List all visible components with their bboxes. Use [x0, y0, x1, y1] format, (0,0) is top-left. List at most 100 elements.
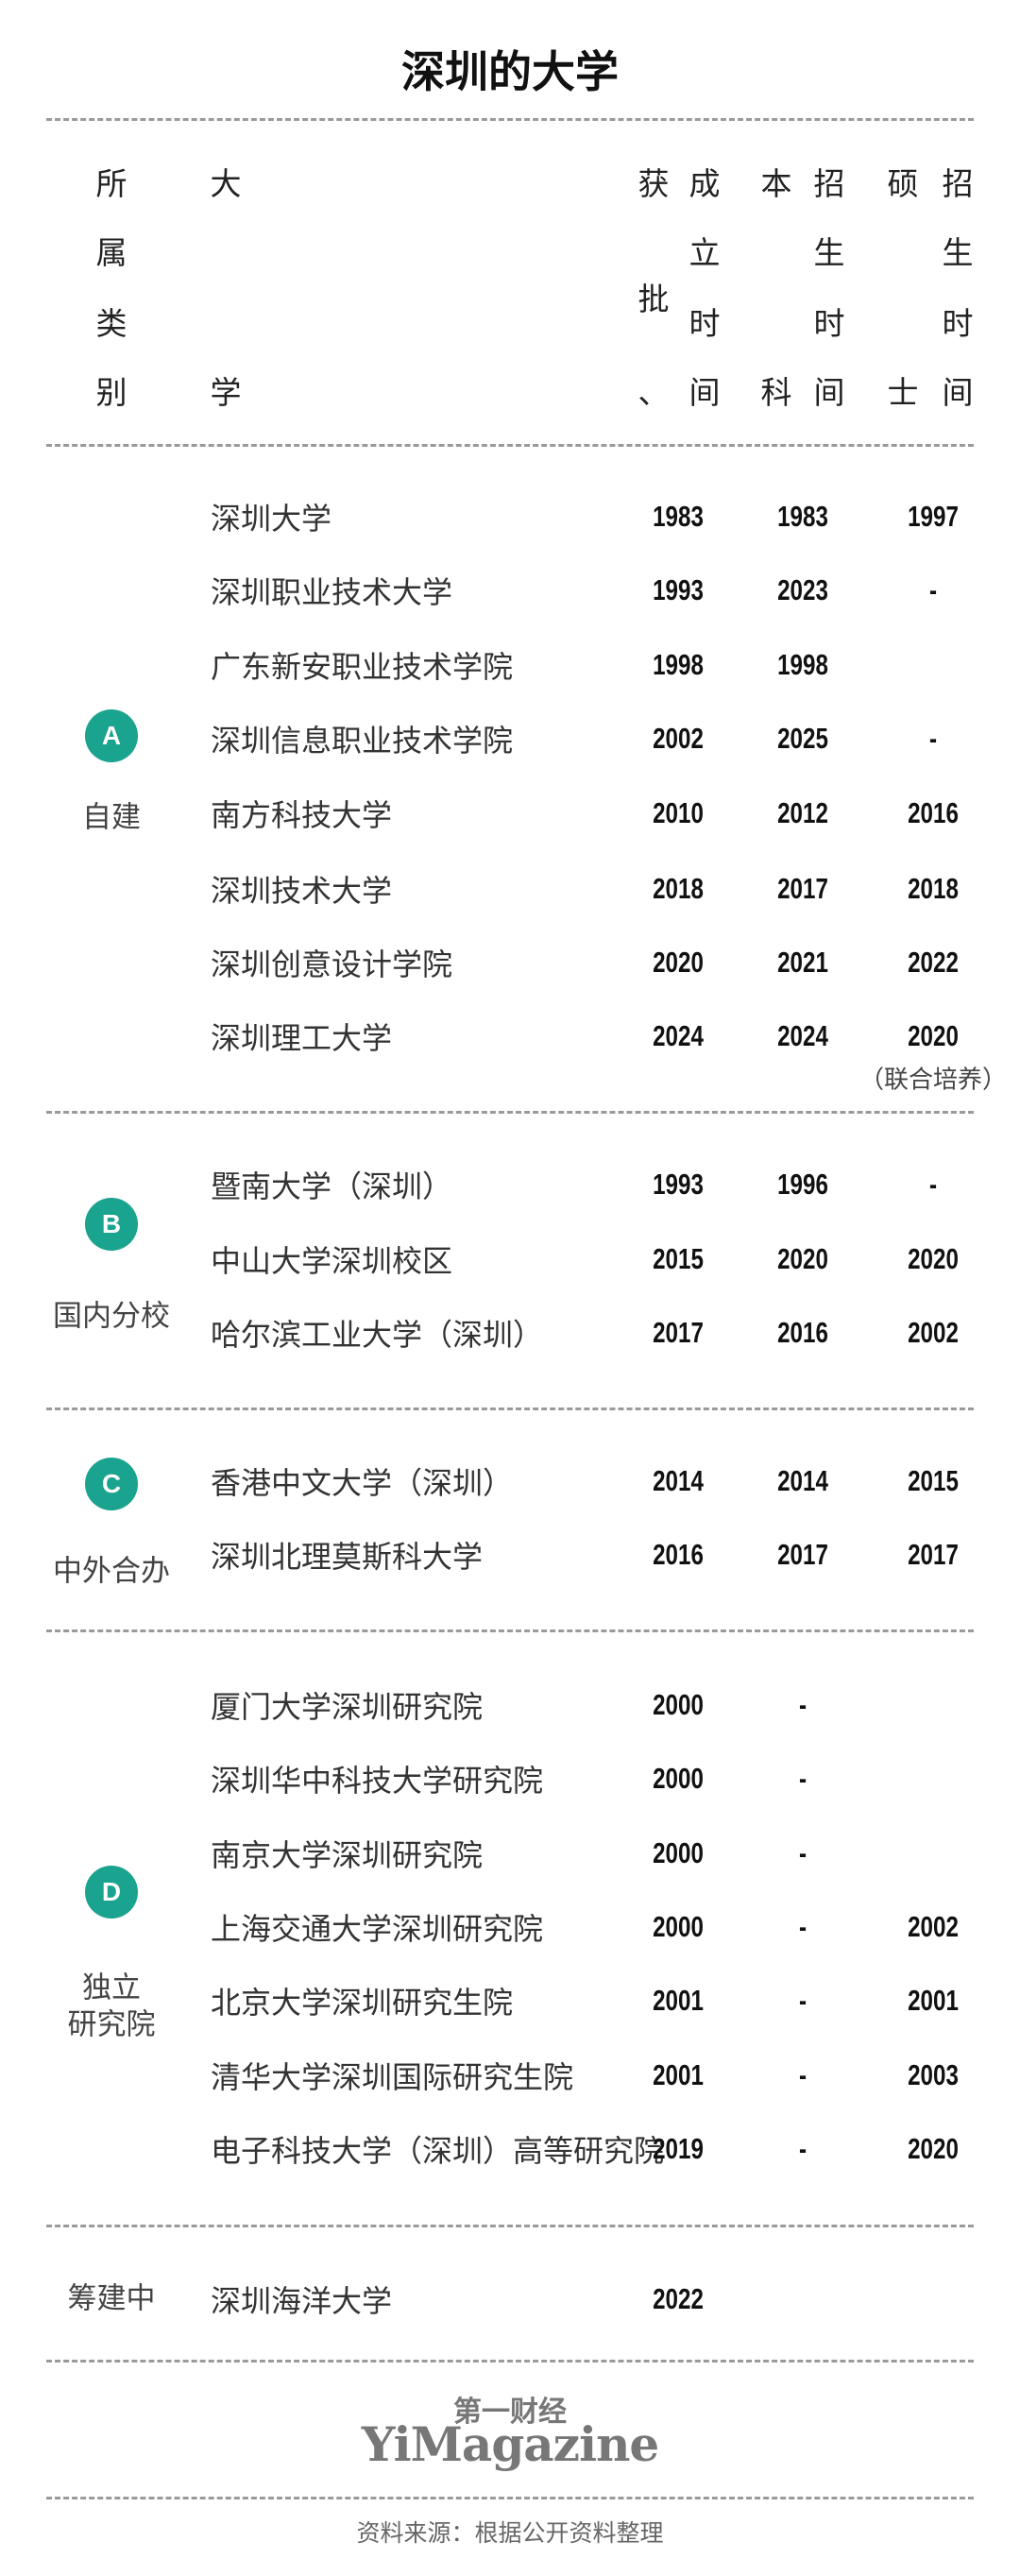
- university-name: 广东新安职业技术学院: [211, 650, 514, 684]
- undergrad-year: 2025: [777, 722, 828, 755]
- founded-year: 2002: [653, 722, 704, 755]
- university-name: 深圳大学: [211, 502, 332, 536]
- undergrad-year: 2014: [777, 1464, 828, 1497]
- undergrad-year: 2017: [777, 1538, 828, 1571]
- header-master-char: 士: [887, 375, 919, 410]
- founded-year: 2010: [653, 796, 704, 829]
- group-label: 国内分校: [53, 1299, 170, 1333]
- undergrad-year: 2017: [777, 872, 828, 905]
- university-name: 南方科技大学: [211, 798, 393, 832]
- founded-year: 1993: [653, 1168, 704, 1201]
- founded-year: 1998: [653, 648, 704, 681]
- university-name: 深圳华中科技大学研究院: [211, 1764, 544, 1798]
- undergrad-year: -: [798, 1688, 808, 1721]
- source-note: 资料来源：根据公开资料整理: [356, 2520, 664, 2547]
- founded-year: 2000: [653, 1836, 704, 1869]
- undergrad-year: 2023: [777, 573, 828, 606]
- master-year: 2016: [908, 796, 959, 829]
- university-name: 深圳技术大学: [211, 874, 393, 908]
- header-undergrad_time-char: 间: [813, 375, 845, 410]
- founded-year: 2000: [653, 1910, 704, 1943]
- university-name: 深圳信息职业技术学院: [211, 724, 514, 758]
- university-name: 深圳理工大学: [211, 1021, 393, 1055]
- undergrad-year: -: [798, 2132, 808, 2165]
- founded-year: 2018: [653, 872, 704, 905]
- university-name: 电子科技大学（深圳）高等研究院: [211, 2134, 665, 2168]
- master-year: -: [928, 1168, 938, 1201]
- university-name: 深圳创意设计学院: [211, 947, 453, 981]
- founded-year: 2001: [653, 2058, 704, 2091]
- master-year: -: [928, 573, 938, 606]
- undergrad-year: 1998: [777, 648, 828, 681]
- founded-year: 2020: [653, 946, 704, 979]
- header-founded-char: 时: [688, 306, 721, 341]
- logo-chinese: 第一财经: [453, 2397, 567, 2428]
- founded-year: 2001: [653, 1984, 704, 2017]
- dashed-divider: [46, 2497, 974, 2499]
- master-year: 1997: [908, 500, 959, 533]
- header-undergrad-char: 科: [760, 375, 792, 410]
- university-name: 清华大学深圳国际研究生院: [211, 2060, 574, 2094]
- group-badge-b: B: [85, 1198, 138, 1251]
- dashed-divider: [46, 1629, 974, 1632]
- header-category-char: 别: [95, 375, 128, 410]
- master-year: 2022: [908, 946, 959, 979]
- dashed-divider: [46, 1407, 974, 1410]
- header-undergrad_time-char: 时: [813, 306, 845, 341]
- master-year: -: [928, 722, 938, 755]
- founded-year: 2015: [653, 1242, 704, 1275]
- header-category-char: 属: [95, 235, 128, 270]
- header-founded-char: 立: [688, 235, 721, 270]
- header-founded-char: 间: [688, 375, 721, 410]
- university-name: 深圳职业技术大学: [211, 575, 453, 609]
- undergrad-year: 2020: [777, 1242, 828, 1275]
- founded-year: 1993: [653, 573, 704, 606]
- founded-year: 1983: [653, 500, 704, 533]
- group-label: 中外合办: [53, 1554, 170, 1588]
- founded-year: 2017: [653, 1316, 704, 1349]
- header-undergrad_time-char: 招: [813, 166, 845, 201]
- university-name: 深圳北理莫斯科大学: [211, 1540, 484, 1574]
- dashed-divider: [46, 444, 974, 447]
- master-year: 2001: [908, 1984, 959, 2017]
- undergrad-year: 2012: [777, 796, 828, 829]
- master-year: 2020: [908, 1242, 959, 1275]
- undergrad-year: 2021: [777, 946, 828, 979]
- undergrad-year: 2024: [777, 1019, 828, 1052]
- undergrad-year: -: [798, 1762, 808, 1795]
- logo-english: YiMagazine: [361, 2416, 659, 2472]
- group-label: 筹建中: [67, 2281, 156, 2315]
- dashed-divider: [46, 2360, 974, 2363]
- university-name: 深圳海洋大学: [211, 2284, 393, 2318]
- header-master_time-char: 时: [942, 306, 974, 341]
- header-master_time-char: 间: [942, 375, 974, 410]
- master-year: 2015: [908, 1464, 959, 1497]
- master-note: （联合培养）: [858, 1065, 1008, 1094]
- undergrad-year: -: [798, 1910, 808, 1943]
- founded-year: 2000: [653, 1762, 704, 1795]
- master-year: 2020: [908, 2132, 959, 2165]
- master-year: 2002: [908, 1316, 959, 1349]
- header-approved-char: 、: [638, 375, 670, 410]
- founded-year: 2014: [653, 1464, 704, 1497]
- university-name: 香港中文大学（深圳）: [211, 1466, 514, 1500]
- page-title: 深圳的大学: [401, 47, 619, 96]
- founded-year: 2016: [653, 1538, 704, 1571]
- founded-year: 2019: [653, 2132, 704, 2165]
- header-undergrad_time-char: 生: [813, 235, 845, 270]
- master-year: 2017: [908, 1538, 959, 1571]
- header-master_time-char: 招: [942, 166, 974, 201]
- university-name: 中山大学深圳校区: [211, 1244, 453, 1278]
- undergrad-year: -: [798, 2058, 808, 2091]
- master-year: 2018: [908, 872, 959, 905]
- header-university-char: 大: [210, 166, 242, 201]
- undergrad-year: -: [798, 1836, 808, 1869]
- group-badge-c: C: [85, 1458, 138, 1510]
- header-master_time-char: 生: [942, 235, 974, 270]
- header-master-char: 硕: [887, 166, 919, 201]
- header-founded-char: 成: [688, 166, 721, 201]
- header-category-char: 类: [95, 306, 128, 341]
- university-name: 上海交通大学深圳研究院: [211, 1912, 544, 1946]
- header-university-char: 学: [210, 375, 242, 410]
- founded-year: 2000: [653, 1688, 704, 1721]
